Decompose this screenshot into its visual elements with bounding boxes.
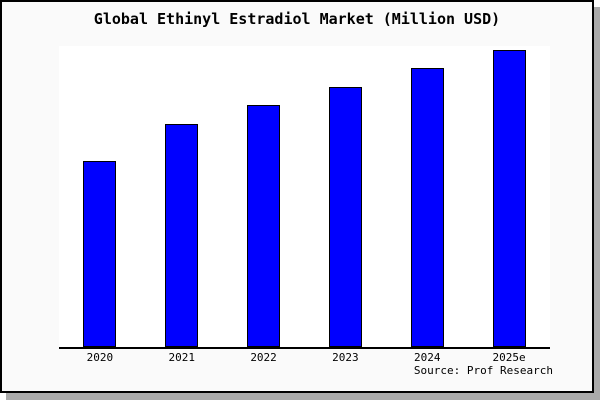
x-tick-2024: 2024	[413, 351, 441, 364]
x-tick-2022: 2022	[250, 351, 277, 364]
bar-2021	[165, 124, 199, 347]
x-tick-2021: 2021	[168, 351, 195, 364]
bar-2022	[247, 105, 281, 347]
bar-2025e	[492, 50, 526, 347]
plot-area	[59, 46, 550, 349]
source-text: Source: Prof Research	[413, 364, 553, 377]
bar-2020	[83, 161, 117, 347]
chart-card: Global Ethinyl Estradiol Market (Million…	[0, 0, 594, 393]
x-tick-2023: 2023	[332, 351, 359, 364]
x-axis-labels: 2020 2021 2022 2023 2024 2025e	[59, 351, 550, 364]
bar-slot-2020	[59, 46, 141, 347]
x-tick-2025e: 2025e	[492, 351, 526, 364]
bar-slot-2023	[304, 46, 386, 347]
bar-slot-2025e	[468, 46, 550, 347]
bar-2024	[410, 68, 444, 347]
bar-slot-2024	[386, 46, 468, 347]
chart-title: Global Ethinyl Estradiol Market (Million…	[93, 10, 501, 28]
bar-2023	[328, 87, 362, 347]
x-tick-2020: 2020	[86, 351, 114, 364]
bar-slot-2022	[223, 46, 305, 347]
bar-slot-2021	[141, 46, 223, 347]
